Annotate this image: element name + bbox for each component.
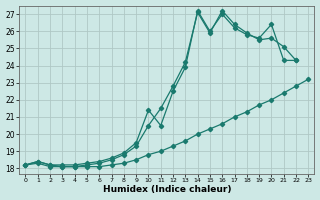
X-axis label: Humidex (Indice chaleur): Humidex (Indice chaleur) bbox=[103, 185, 231, 194]
